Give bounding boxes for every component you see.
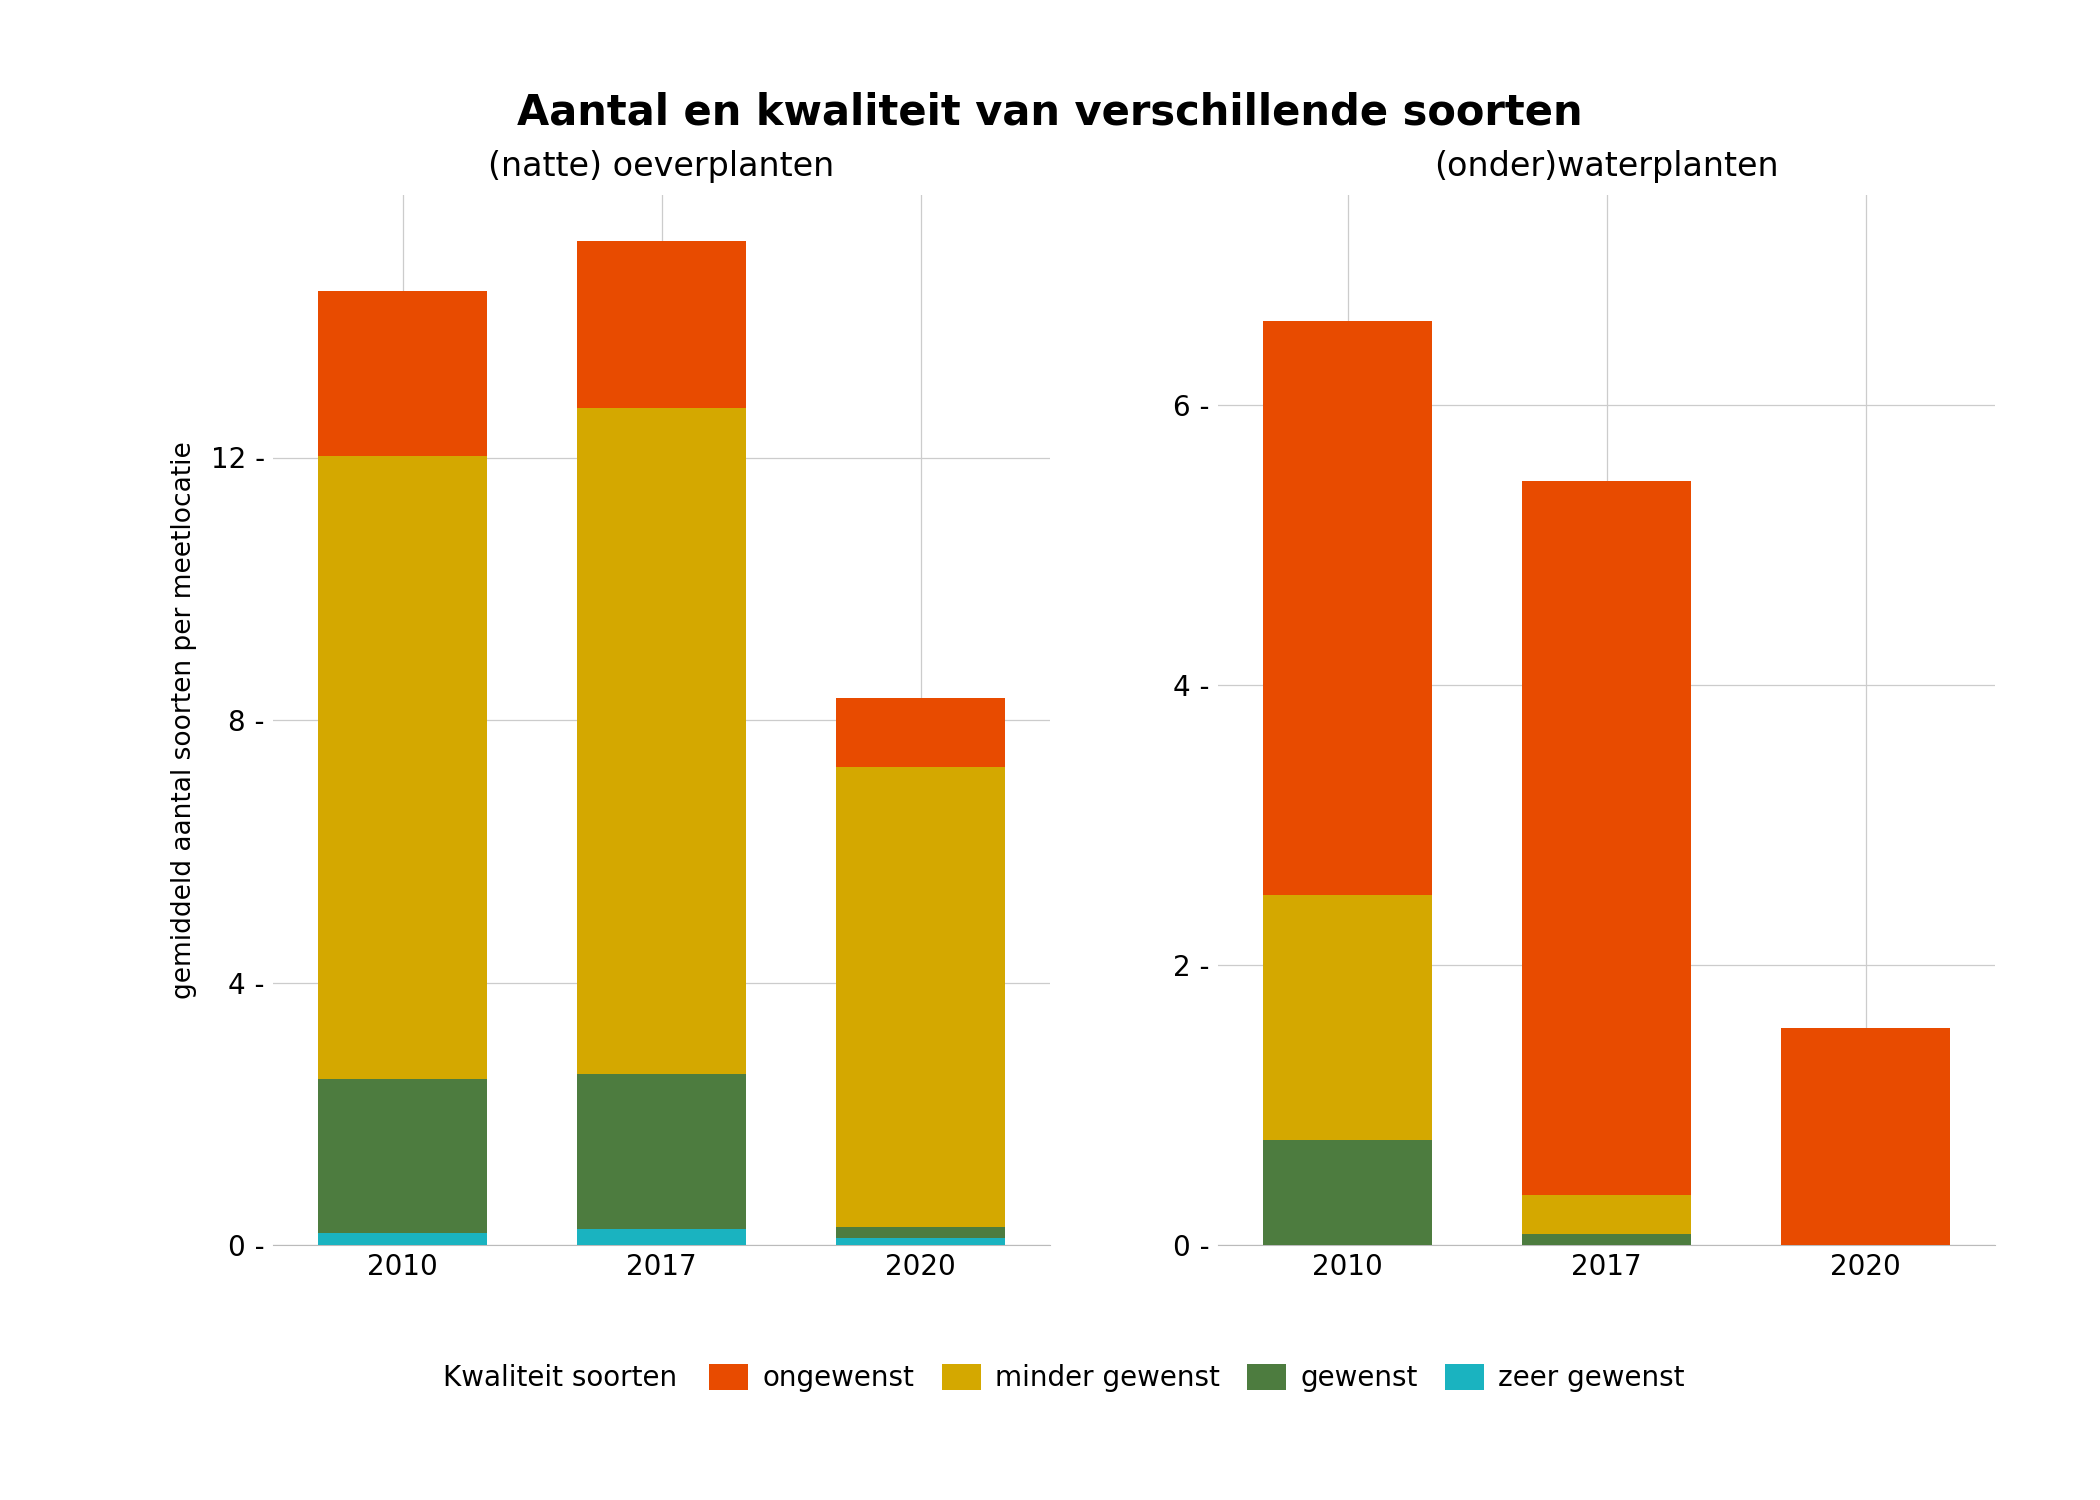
Bar	[578, 408, 745, 1074]
Bar	[578, 242, 745, 408]
Bar	[319, 291, 487, 456]
Bar	[1264, 1140, 1432, 1245]
Bar	[1264, 321, 1432, 896]
Bar	[578, 1228, 745, 1245]
Bar	[319, 1078, 487, 1233]
Legend: ongewenst, minder gewenst, gewenst, zeer gewenst: ongewenst, minder gewenst, gewenst, zeer…	[699, 1353, 1695, 1404]
Bar	[1264, 896, 1432, 1140]
Bar	[836, 699, 1004, 768]
Text: Kwaliteit soorten: Kwaliteit soorten	[443, 1364, 678, 1392]
Bar	[319, 1233, 487, 1245]
Bar	[1522, 1234, 1691, 1245]
Bar	[836, 1239, 1004, 1245]
Bar	[1781, 1028, 1949, 1245]
Title: (natte) oeverplanten: (natte) oeverplanten	[489, 150, 834, 183]
Bar	[1522, 1194, 1691, 1234]
Bar	[1522, 480, 1691, 1194]
Y-axis label: gemiddeld aantal soorten per meetlocatie: gemiddeld aantal soorten per meetlocatie	[170, 441, 197, 999]
Text: Aantal en kwaliteit van verschillende soorten: Aantal en kwaliteit van verschillende so…	[517, 92, 1583, 134]
Bar	[578, 1074, 745, 1228]
Bar	[319, 456, 487, 1078]
Title: (onder)waterplanten: (onder)waterplanten	[1434, 150, 1779, 183]
Bar	[836, 1227, 1004, 1239]
Bar	[836, 768, 1004, 1227]
